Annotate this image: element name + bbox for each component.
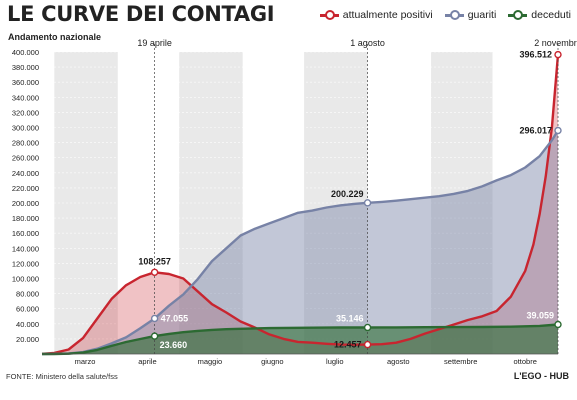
y-tick-label: 20.000 <box>16 335 39 344</box>
y-tick-label: 240.000 <box>12 169 39 178</box>
x-tick-label: giugno <box>261 357 284 366</box>
x-tick-label: aprile <box>138 357 156 366</box>
y-tick-label: 260.000 <box>12 154 39 163</box>
legend-label-guariti: guariti <box>467 9 497 21</box>
x-tick-label: ottobre <box>514 357 537 366</box>
legend-swatch-deceduti <box>508 10 528 20</box>
y-tick-label: 220.000 <box>12 184 39 193</box>
line-deceduti <box>42 323 559 356</box>
data-label: 200.229 <box>331 189 364 199</box>
x-tick-label: maggio <box>198 357 223 366</box>
y-tick-label: 280.000 <box>12 139 39 148</box>
legend-label-positivi: attualmente positivi <box>342 9 433 21</box>
y-tick-label: 400.000 <box>12 48 39 57</box>
data-label: 23.660 <box>160 340 188 350</box>
area-guariti <box>42 130 558 354</box>
data-label: 108.257 <box>138 256 171 266</box>
x-tick-label: luglio <box>326 357 344 366</box>
publisher-credit: L'EGO - HUB <box>513 371 569 381</box>
line-positivi <box>41 54 560 355</box>
data-point <box>554 50 562 59</box>
data-point <box>363 323 372 332</box>
y-tick-label: 300.000 <box>12 124 39 133</box>
data-point <box>554 320 562 329</box>
legend-swatch-positivi <box>319 10 339 20</box>
y-tick-label: 320.000 <box>12 108 39 117</box>
legend-item-positivi: attualmente positivi <box>319 9 433 21</box>
data-label: 12.457 <box>334 340 362 350</box>
data-label: 39.059 <box>526 311 554 321</box>
data-point <box>363 199 372 207</box>
marker-label: 19 aprile <box>137 38 172 48</box>
data-label: 47.055 <box>161 313 189 323</box>
chart-title: LE CURVE DEI CONTAGI <box>7 2 275 26</box>
y-tick-label: 160.000 <box>12 229 39 238</box>
y-tick-label: 100.000 <box>12 275 39 284</box>
data-point <box>150 314 159 323</box>
x-tick-label: settembre <box>444 357 477 366</box>
data-label: 35.146 <box>336 313 364 323</box>
y-tick-label: 380.000 <box>12 63 39 72</box>
y-tick-label: 80.000 <box>16 290 39 299</box>
data-label: 396.512 <box>519 50 552 60</box>
y-tick-label: 60.000 <box>16 305 39 314</box>
legend: attualmente positivi guariti deceduti <box>319 9 571 21</box>
y-tick-label: 360.000 <box>12 78 39 87</box>
legend-item-guariti: guariti <box>444 9 497 21</box>
y-tick-label: 140.000 <box>12 244 39 253</box>
chart-subtitle: Andamento nazionale <box>8 32 102 42</box>
data-point <box>150 268 159 276</box>
marker-label: 2 novembre <box>534 38 577 48</box>
marker-label: 1 agosto <box>350 38 385 48</box>
area-positivi <box>42 54 558 354</box>
y-tick-label: 120.000 <box>12 259 39 268</box>
data-point <box>554 126 562 135</box>
data-point <box>150 332 159 340</box>
y-tick-label: 340.000 <box>12 93 39 102</box>
x-tick-label: agosto <box>387 357 410 366</box>
legend-swatch-guariti <box>444 10 464 20</box>
source-note: FONTE: Ministero della salute/fss <box>6 372 118 381</box>
y-tick-label: 200.000 <box>12 199 39 208</box>
y-tick-label: 180.000 <box>12 214 39 223</box>
x-tick-label: marzo <box>75 357 96 366</box>
legend-item-deceduti: deceduti <box>508 9 571 21</box>
y-tick-label: 40.000 <box>16 320 39 329</box>
legend-label-deceduti: deceduti <box>531 9 571 21</box>
line-guariti <box>41 129 560 356</box>
data-label: 296.017 <box>519 126 552 136</box>
data-point <box>363 340 372 349</box>
